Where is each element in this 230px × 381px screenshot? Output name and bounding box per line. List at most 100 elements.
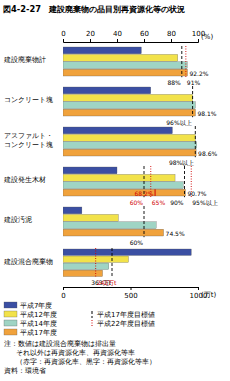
bar xyxy=(63,270,103,276)
bar xyxy=(63,229,164,236)
chart: 図4-2-27 建設廃棄物の品目別再資源化等の状況020406080100(%)… xyxy=(0,0,230,381)
axis-line xyxy=(64,288,199,291)
bar xyxy=(63,47,141,54)
tick-mark xyxy=(90,39,91,42)
legend-swatch xyxy=(4,311,17,317)
bar xyxy=(63,87,151,94)
target-label: 65% xyxy=(152,199,166,206)
target-label: 96%以上 xyxy=(166,119,191,126)
data-label: 92.2% xyxy=(189,70,208,77)
category-label: アスファルト・コンクリート塊 xyxy=(4,131,53,149)
tick: 500 xyxy=(124,287,137,300)
bar xyxy=(63,62,187,69)
bar xyxy=(63,127,172,134)
bar xyxy=(63,207,82,214)
target-line xyxy=(112,248,113,278)
tick-mark xyxy=(198,287,199,290)
legend-label: 平成22年度目標値 xyxy=(97,320,155,328)
tick-label: 500 xyxy=(124,292,137,300)
legend-swatch xyxy=(4,329,17,335)
bar xyxy=(63,134,195,141)
bar xyxy=(63,69,187,76)
annotation-mark xyxy=(155,189,156,196)
axis-title: (万t) xyxy=(201,291,216,299)
bar xyxy=(63,54,178,61)
title: 図4-2-27 建設廃棄物の品目別再資源化等の状況 xyxy=(3,4,185,14)
bar xyxy=(63,214,118,221)
plot-area xyxy=(63,248,191,278)
tick-label: 0 xyxy=(61,292,65,300)
bar xyxy=(63,142,197,149)
bar xyxy=(63,94,193,101)
bar xyxy=(63,182,183,189)
tick: 0 xyxy=(61,30,65,42)
note: （赤字：再資源化率、黒字：再資源化等率） xyxy=(16,358,156,366)
target-label: 98%以上 xyxy=(169,159,194,166)
legend-label: 平成17年度目標値 xyxy=(97,311,155,319)
note: 注：数値は建設混合廃棄物は排出量 xyxy=(4,340,116,348)
source: 資料：環境省 xyxy=(4,367,46,375)
plot-area xyxy=(63,46,197,237)
value-axis: 020406080100 xyxy=(61,30,205,43)
target-label: 60% xyxy=(130,199,144,206)
bar xyxy=(63,174,175,181)
bar xyxy=(63,167,117,174)
note: それ以外は再資源化率、再資源化等率 xyxy=(16,349,135,357)
category-label: 建設発生木材 xyxy=(3,175,46,184)
tick-label: 0 xyxy=(61,30,65,38)
tick: 20 xyxy=(86,30,95,42)
target-label: 91% xyxy=(187,79,201,86)
legend-label: 平成14年度 xyxy=(20,320,57,328)
target-line xyxy=(181,46,182,77)
legend-line xyxy=(92,320,93,327)
tick-label: 40 xyxy=(113,30,122,38)
axis-title: (%) xyxy=(201,33,213,41)
legend-swatch xyxy=(4,302,17,308)
legend-swatch xyxy=(4,320,17,326)
tick-mark xyxy=(171,39,172,42)
data-label: 74.5% xyxy=(166,230,185,237)
category-label: コンクリート塊 xyxy=(4,95,53,104)
target-line xyxy=(185,46,186,77)
bar xyxy=(63,222,156,229)
target-label: 242万t xyxy=(97,279,117,286)
tick: 80 xyxy=(167,30,176,42)
target-line xyxy=(192,86,193,117)
data-label: 90.7% xyxy=(187,190,206,197)
tick-mark xyxy=(117,39,118,42)
tick-mark xyxy=(63,39,64,42)
bar xyxy=(63,149,196,156)
target-line xyxy=(144,206,145,237)
target-label: 60% xyxy=(130,239,144,246)
legend: 平成7年度平成12年度平成14年度平成17年度平成17年度目標値平成22年度目標… xyxy=(4,302,155,337)
data-label: 98.6% xyxy=(198,150,217,157)
bar xyxy=(63,249,191,255)
legend-label: 平成17年度 xyxy=(20,329,57,337)
legend-line xyxy=(92,311,93,318)
tick: 0 xyxy=(61,287,65,300)
tick-mark xyxy=(144,39,145,42)
bar xyxy=(63,189,185,196)
category-label: 建設混合廃棄物 xyxy=(3,257,53,266)
data-label: 98.1% xyxy=(197,110,216,117)
target-line xyxy=(95,248,96,278)
value-axis: 05001000 xyxy=(61,287,207,300)
tick: 40 xyxy=(113,30,122,42)
category-label: 建設汚泥 xyxy=(3,215,32,224)
tick: 60 xyxy=(140,30,149,42)
target-label: 95%以上 xyxy=(192,199,217,206)
tick-mark xyxy=(198,39,199,42)
tick-label: 60 xyxy=(140,30,149,38)
category-label: 建設廃棄物計 xyxy=(3,55,46,64)
bar xyxy=(63,102,195,109)
target-label: 88% xyxy=(167,79,181,86)
bar xyxy=(63,263,109,269)
target-line xyxy=(184,166,185,197)
tick-label: 20 xyxy=(86,30,95,38)
tick-mark xyxy=(63,287,64,290)
bar xyxy=(63,109,195,116)
tick-mark xyxy=(131,287,132,290)
target-label: 90% xyxy=(170,199,184,206)
target-line xyxy=(195,126,196,157)
tick-label: 80 xyxy=(167,30,176,38)
